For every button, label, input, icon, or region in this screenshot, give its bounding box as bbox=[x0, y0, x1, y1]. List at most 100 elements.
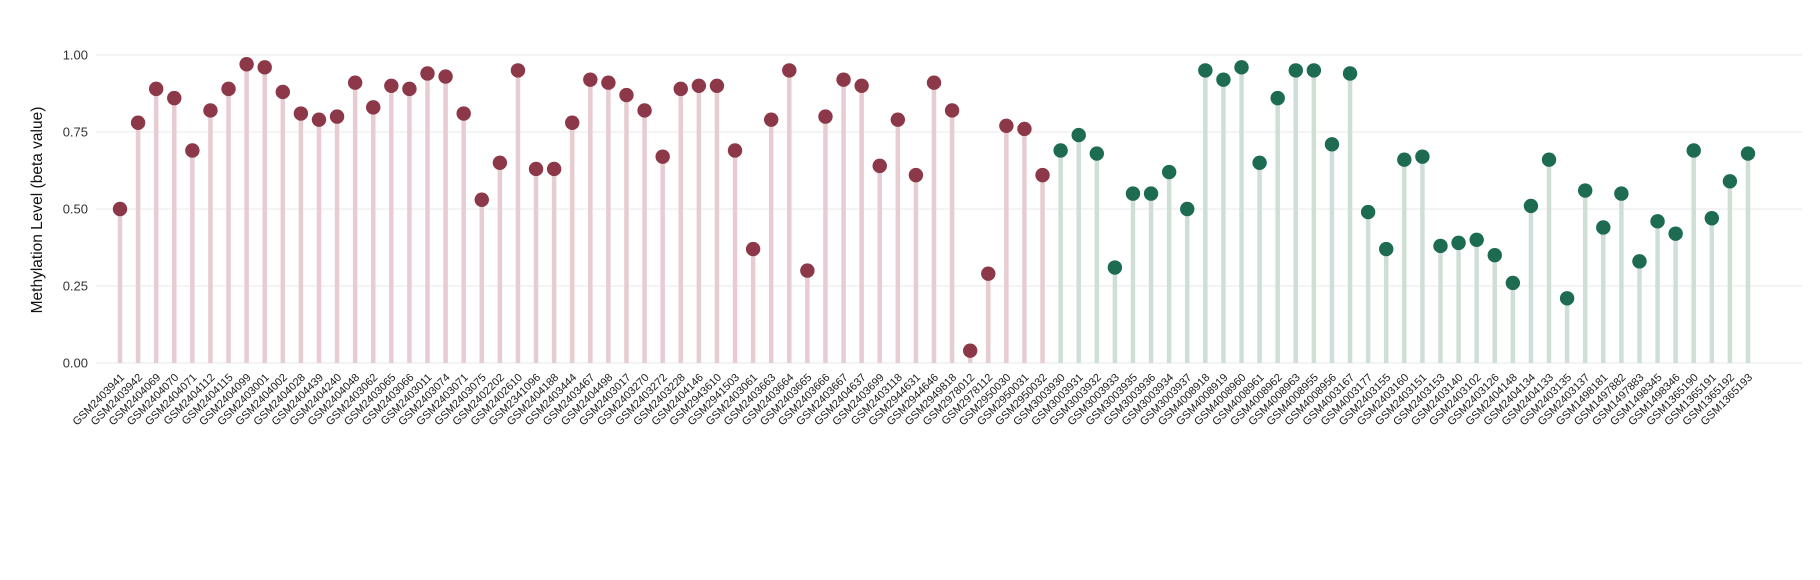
data-point bbox=[257, 60, 272, 75]
data-point bbox=[203, 103, 218, 118]
data-point bbox=[1614, 186, 1629, 201]
data-point bbox=[1234, 60, 1249, 75]
x-axis-tick-labels: GSM2403941GSM2403942GSM2404069GSM2404070… bbox=[71, 372, 1755, 428]
y-tick-label: 0.50 bbox=[63, 202, 88, 217]
data-point bbox=[1650, 214, 1665, 229]
data-point bbox=[691, 78, 707, 94]
data-point bbox=[1632, 254, 1647, 269]
data-point bbox=[510, 63, 526, 78]
data-point bbox=[492, 155, 508, 170]
data-point bbox=[130, 115, 146, 130]
data-point bbox=[1686, 143, 1701, 158]
data-point bbox=[456, 106, 471, 121]
data-point bbox=[818, 109, 833, 124]
data-point bbox=[311, 112, 327, 127]
data-point bbox=[1505, 275, 1521, 291]
data-point bbox=[402, 81, 417, 97]
data-point bbox=[999, 118, 1014, 134]
data-point bbox=[148, 81, 164, 97]
data-point bbox=[347, 75, 363, 90]
data-point bbox=[185, 143, 200, 158]
y-axis-tick-labels: 0.00 0.25 0.50 0.75 1.00 bbox=[63, 48, 88, 371]
data-point bbox=[854, 78, 869, 94]
data-point bbox=[1306, 63, 1322, 78]
data-point bbox=[1469, 232, 1484, 247]
data-point bbox=[167, 90, 182, 106]
lollipop-dots bbox=[112, 57, 1756, 358]
data-point bbox=[745, 241, 761, 257]
data-point bbox=[528, 161, 544, 177]
y-tick-label: 1.00 bbox=[63, 48, 88, 63]
data-point bbox=[366, 100, 381, 115]
data-point bbox=[1125, 186, 1141, 201]
data-point bbox=[673, 81, 688, 97]
y-tick-label: 0.25 bbox=[63, 279, 88, 294]
data-point bbox=[1379, 241, 1394, 257]
data-point bbox=[1071, 127, 1086, 143]
data-point bbox=[836, 72, 851, 87]
data-point bbox=[637, 103, 652, 118]
data-point bbox=[1397, 152, 1412, 167]
data-point bbox=[800, 263, 815, 278]
data-point bbox=[1487, 248, 1502, 263]
data-point bbox=[329, 109, 345, 124]
data-point bbox=[1161, 164, 1177, 180]
data-point bbox=[1089, 146, 1105, 161]
data-point bbox=[1704, 211, 1720, 226]
data-point bbox=[1053, 143, 1068, 158]
data-point bbox=[1017, 121, 1032, 137]
data-point bbox=[709, 78, 725, 94]
data-point bbox=[764, 112, 779, 127]
data-point bbox=[275, 84, 290, 100]
data-point bbox=[438, 69, 453, 84]
y-tick-label: 0.00 bbox=[63, 356, 88, 371]
data-point bbox=[546, 161, 562, 177]
data-point bbox=[1596, 220, 1611, 235]
data-point bbox=[221, 81, 236, 97]
gridlines bbox=[96, 54, 1802, 364]
data-point bbox=[1198, 63, 1213, 78]
data-point bbox=[1541, 152, 1557, 167]
data-point bbox=[1433, 238, 1448, 254]
data-point bbox=[962, 343, 978, 358]
data-point bbox=[908, 167, 924, 183]
data-point bbox=[727, 143, 743, 158]
data-point bbox=[1252, 155, 1267, 170]
y-tick-label: 0.75 bbox=[63, 125, 88, 140]
data-point bbox=[872, 158, 887, 174]
data-point bbox=[1342, 66, 1358, 81]
data-point bbox=[655, 149, 670, 164]
data-point bbox=[782, 63, 797, 78]
data-point bbox=[601, 75, 616, 90]
data-point bbox=[619, 87, 634, 103]
data-point bbox=[565, 115, 580, 130]
data-point bbox=[1523, 198, 1539, 214]
data-point bbox=[1740, 146, 1756, 161]
data-point bbox=[1180, 201, 1195, 217]
data-point bbox=[1288, 63, 1303, 78]
data-point bbox=[981, 266, 996, 281]
data-point bbox=[944, 103, 960, 118]
data-point bbox=[1035, 167, 1050, 183]
data-point bbox=[420, 66, 435, 81]
data-point bbox=[1107, 260, 1123, 275]
data-point bbox=[1143, 186, 1159, 201]
data-point bbox=[474, 192, 489, 207]
data-point bbox=[583, 72, 598, 87]
data-point bbox=[926, 75, 942, 90]
data-point bbox=[890, 112, 906, 127]
data-point bbox=[239, 57, 254, 72]
data-point bbox=[1324, 137, 1340, 152]
data-point bbox=[1578, 183, 1593, 198]
y-axis-title: Methylation Level (beta value) bbox=[29, 107, 46, 314]
data-point bbox=[1668, 226, 1683, 241]
data-point bbox=[1559, 291, 1575, 306]
data-point bbox=[112, 201, 128, 217]
data-point bbox=[1360, 204, 1376, 220]
data-point bbox=[1270, 90, 1285, 106]
data-point bbox=[293, 106, 309, 121]
data-point bbox=[1451, 235, 1466, 251]
data-point bbox=[384, 78, 399, 94]
